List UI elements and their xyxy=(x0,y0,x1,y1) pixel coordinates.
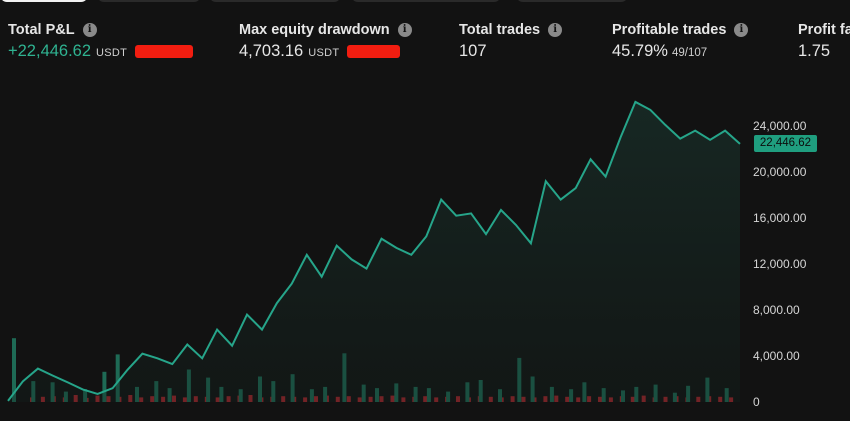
tab-active[interactable] xyxy=(0,0,88,2)
metric-max-drawdown: Max equity drawdown i 4,703.16 USDT xyxy=(239,20,412,64)
profitable-trades-ratio: 49/107 xyxy=(671,47,708,59)
profitable-trades-label: Profitable trades xyxy=(612,22,727,38)
info-icon[interactable]: i xyxy=(397,23,412,37)
y-tick-label: 16,000.00 xyxy=(753,211,807,225)
max-drawdown-label: Max equity drawdown xyxy=(239,22,390,38)
metric-profit-factor: Profit fa 1.75 xyxy=(798,20,850,64)
total-pnl-label: Total P&L xyxy=(8,22,75,38)
tab-2[interactable] xyxy=(97,0,201,2)
max-drawdown-unit: USDT xyxy=(308,47,340,59)
y-tick-label: 24,000.00 xyxy=(753,119,807,133)
tab-3[interactable] xyxy=(209,0,341,2)
y-tick-label: 0 xyxy=(753,395,760,409)
redaction-mark xyxy=(347,45,401,58)
volume-bar-positive xyxy=(115,354,120,402)
volume-bar-positive xyxy=(12,338,16,402)
metric-total-pnl: Total P&L i +22,446.62 USDT xyxy=(8,20,194,64)
total-pnl-value: +22,446.62 xyxy=(8,42,92,60)
metric-profitable-trades: Profitable trades i 45.79% 49/107 xyxy=(612,20,749,64)
metric-total-trades: Total trades i 107 xyxy=(459,20,563,64)
info-icon[interactable]: i xyxy=(734,23,749,37)
profit-factor-label: Profit fa xyxy=(798,22,850,38)
redaction-mark xyxy=(135,45,194,58)
y-tick-label: 12,000.00 xyxy=(753,257,807,271)
last-value-label: 22,446.62 xyxy=(754,134,817,152)
view-tabs xyxy=(0,0,850,4)
info-icon[interactable]: i xyxy=(548,23,563,37)
total-pnl-unit: USDT xyxy=(96,47,128,59)
equity-area xyxy=(8,101,740,403)
total-trades-value: 107 xyxy=(459,42,487,60)
tab-5[interactable] xyxy=(516,0,628,2)
equity-chart-svg xyxy=(7,100,741,403)
profit-factor-value: 1.75 xyxy=(798,42,831,60)
equity-chart[interactable]: 24,000.00 20,000.00 16,000.00 12,000.00 8,00… xyxy=(0,90,850,421)
volume-bar-positive xyxy=(102,371,107,402)
info-icon[interactable]: i xyxy=(82,23,97,37)
equity-line xyxy=(7,100,741,402)
profitable-trades-value: 45.79% xyxy=(612,42,668,60)
performance-summary: Total P&L i +22,446.62 USDT Max equity d… xyxy=(0,20,850,70)
tab-4[interactable] xyxy=(351,0,501,2)
max-drawdown-value: 4,703.16 xyxy=(239,42,304,60)
y-tick-label: 4,000.00 xyxy=(753,349,800,363)
y-tick-label: 8,000.00 xyxy=(753,303,800,317)
total-trades-label: Total trades xyxy=(459,22,541,38)
y-tick-label: 20,000.00 xyxy=(753,165,807,179)
